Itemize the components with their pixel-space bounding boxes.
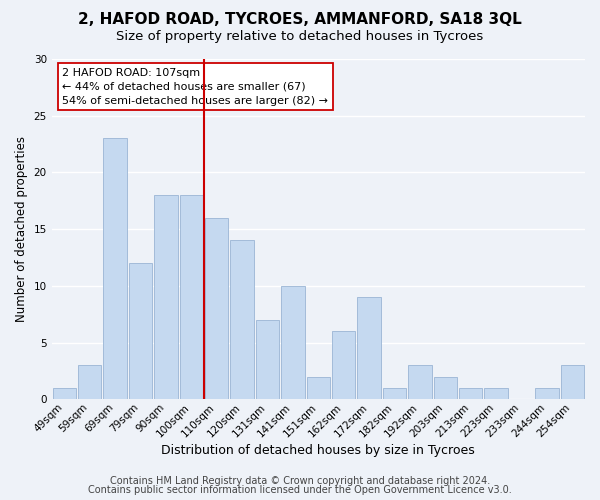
Bar [103, 138, 127, 400]
Text: 2 HAFOD ROAD: 107sqm
← 44% of detached houses are smaller (67)
54% of semi-detac: 2 HAFOD ROAD: 107sqm ← 44% of detached h… [62, 68, 328, 106]
Bar [53, 388, 76, 400]
Bar [484, 388, 508, 400]
Bar [256, 320, 279, 400]
Bar [459, 388, 482, 400]
Bar [535, 388, 559, 400]
Bar [205, 218, 229, 400]
Bar [307, 376, 330, 400]
Text: Size of property relative to detached houses in Tycroes: Size of property relative to detached ho… [116, 30, 484, 43]
Bar [179, 195, 203, 400]
X-axis label: Distribution of detached houses by size in Tycroes: Distribution of detached houses by size … [161, 444, 475, 458]
Bar [129, 263, 152, 400]
Bar [408, 366, 431, 400]
Text: 2, HAFOD ROAD, TYCROES, AMMANFORD, SA18 3QL: 2, HAFOD ROAD, TYCROES, AMMANFORD, SA18 … [78, 12, 522, 28]
Bar [332, 331, 355, 400]
Bar [281, 286, 305, 400]
Text: Contains HM Land Registry data © Crown copyright and database right 2024.: Contains HM Land Registry data © Crown c… [110, 476, 490, 486]
Y-axis label: Number of detached properties: Number of detached properties [15, 136, 28, 322]
Bar [154, 195, 178, 400]
Bar [383, 388, 406, 400]
Text: Contains public sector information licensed under the Open Government Licence v3: Contains public sector information licen… [88, 485, 512, 495]
Bar [560, 366, 584, 400]
Bar [434, 376, 457, 400]
Bar [230, 240, 254, 400]
Bar [358, 297, 381, 400]
Bar [78, 366, 101, 400]
